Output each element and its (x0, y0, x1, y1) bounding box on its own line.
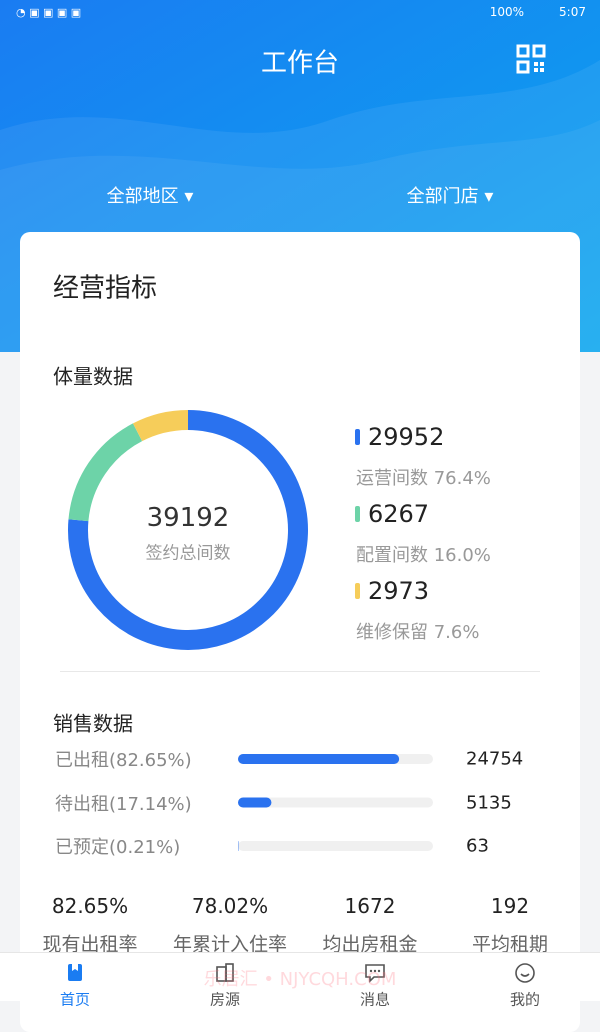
status-icons: ◔ ▣ ▣ ▣ ▣ (16, 6, 81, 19)
nav-label: 房源 (210, 989, 240, 1010)
stat-value: 82.65% (52, 894, 128, 918)
legend-label: 运营间数 76.4% (356, 464, 491, 490)
battery: 100% (490, 5, 524, 19)
filter-label: 全部门店 (407, 186, 479, 207)
donut-total: 39192 (147, 503, 230, 533)
nav-icon (64, 962, 86, 984)
nav-tab[interactable]: 我的 (485, 953, 565, 1001)
nav-label: 消息 (360, 989, 390, 1010)
donut-total-label: 签约总间数 (146, 539, 231, 564)
stat-value: 1672 (345, 894, 396, 918)
legend-value: 29952 (368, 423, 444, 451)
stat-value: 192 (491, 894, 529, 918)
region-filter[interactable]: 全部地区 ▾ (107, 182, 194, 208)
nav-label: 首页 (60, 989, 90, 1010)
legend-label: 维修保留 7.6% (356, 618, 479, 644)
legend-swatch (355, 506, 360, 522)
section-title: 销售数据 (53, 708, 133, 737)
sales-value: 24754 (466, 749, 523, 770)
sales-value: 5135 (466, 792, 512, 813)
section-title: 体量数据 (53, 361, 133, 390)
page: ◔ ▣ ▣ ▣ ▣ 100% 5:07 工作台 全部地区 ▾ 全部门店 ▾ 经营… (0, 0, 600, 1000)
watermark: 乐居汇 • NJYCQH.COM (204, 965, 397, 991)
nav-icon (514, 962, 536, 984)
sales-value: 63 (466, 836, 489, 857)
sales-label: 已出租(82.65%) (55, 746, 192, 772)
legend-value: 2973 (368, 577, 429, 605)
filter-label: 全部地区 (107, 186, 179, 207)
sales-label: 待出租(17.14%) (55, 790, 192, 816)
card-title: 经营指标 (53, 268, 157, 305)
store-filter[interactable]: 全部门店 ▾ (407, 182, 494, 208)
sales-label: 已预定(0.21%) (55, 833, 180, 859)
nav-tab[interactable]: 首页 (35, 953, 115, 1001)
stat-value: 78.02% (192, 894, 268, 918)
legend-swatch (355, 429, 360, 445)
legend-label: 配置间数 16.0% (356, 541, 491, 567)
time: 5:07 (559, 5, 586, 19)
page-title: 工作台 (261, 43, 339, 80)
divider (60, 671, 540, 672)
legend-value: 6267 (368, 500, 429, 528)
nav-label: 我的 (510, 989, 540, 1010)
legend-swatch (355, 583, 360, 599)
qr-button[interactable] (516, 44, 546, 74)
